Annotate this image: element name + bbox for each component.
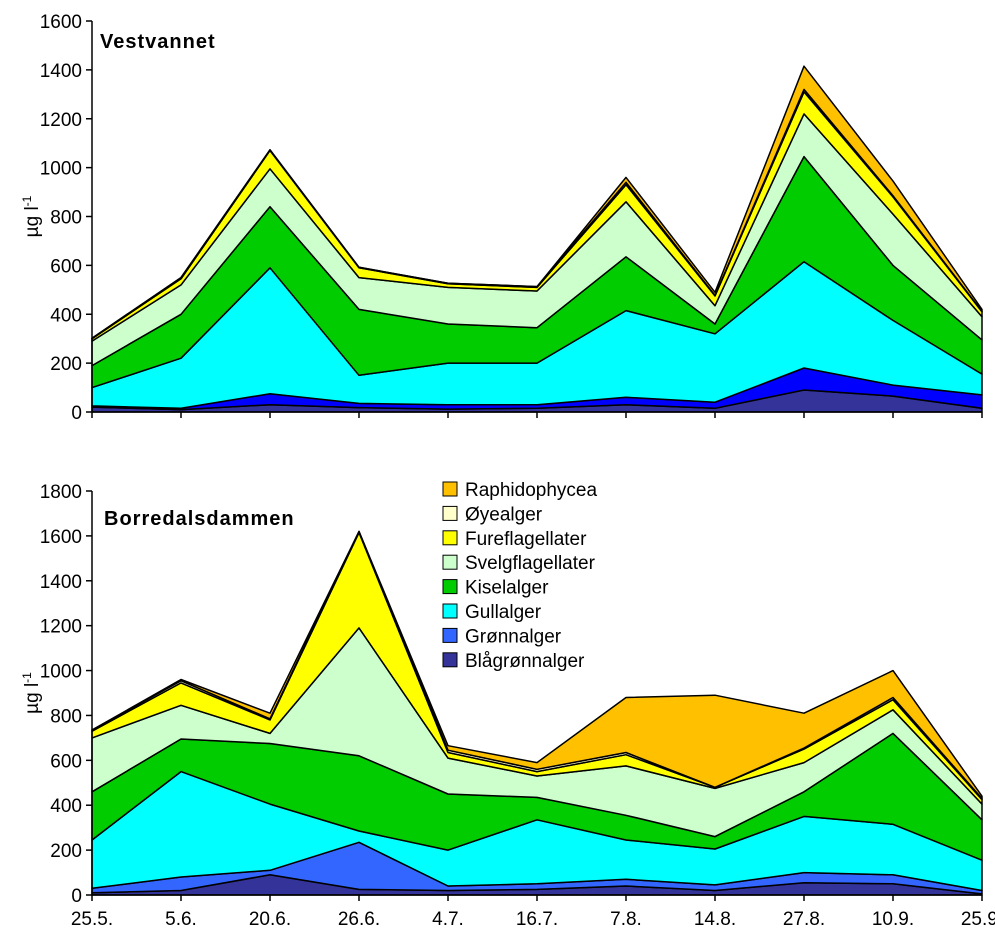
x-tick-label: 25.5.: [71, 909, 113, 930]
x-tick-label: 20.6.: [249, 909, 291, 930]
y-axis-label: µg l-1: [20, 195, 43, 237]
legend-swatch: [442, 481, 458, 497]
y-tick-label: 0: [71, 886, 82, 907]
legend-label: Gullalger: [465, 602, 542, 623]
chart-title: Borredalsdammen: [104, 508, 295, 530]
legend-swatch: [442, 603, 458, 619]
area-raphidophycea: [91, 65, 983, 339]
legend: Raphidophycea Øyealger Fureflagellater Svel…: [442, 480, 597, 672]
legend-label: Grønnalger: [465, 626, 562, 647]
y-tick-label: 800: [50, 706, 82, 727]
x-tick-label: 7.8.: [610, 909, 642, 930]
y-tick-label: 200: [50, 354, 82, 375]
x-tick-label: 26.6.: [338, 909, 380, 930]
legend-swatch: [442, 554, 458, 570]
x-tick-label: 27.8.: [783, 909, 825, 930]
x-tick-label: 4.7.: [432, 909, 464, 930]
y-tick-label: 1600: [40, 527, 82, 548]
legend-label: Raphidophycea: [465, 480, 597, 501]
legend-swatch: [442, 652, 458, 668]
y-tick-label: 1000: [40, 662, 82, 683]
y-tick-label: 200: [50, 841, 82, 862]
legend-swatch: [442, 579, 458, 595]
legend-swatch: [442, 627, 458, 643]
y-tick-label: 1000: [40, 159, 82, 180]
legend-label: Øyealger: [465, 504, 543, 525]
legend-swatch: [442, 530, 458, 546]
chart-panel-1: 0 200 400 600 800 1000 1200 1400 1600 1800 25.5. 5.…: [20, 480, 995, 930]
y-tick-label: 1400: [40, 61, 82, 82]
chart-title: Vestvannet: [100, 31, 216, 53]
x-tick-label: 5.6.: [165, 909, 197, 930]
y-tick-label: 800: [50, 208, 82, 229]
x-tick-label: 14.8.: [694, 909, 736, 930]
y-tick-label: 400: [50, 796, 82, 817]
chart-panel-0: 0 200 400 600 800 1000 1200 1400 1600 Vestvannet µ…: [20, 12, 983, 424]
y-tick-label: 600: [50, 751, 82, 772]
area-raphidophycea: [91, 530, 983, 800]
x-tick-label: 25.9.: [961, 909, 995, 930]
x-tick-label: 16.7.: [516, 909, 558, 930]
y-tick-label: 1400: [40, 572, 82, 593]
legend-label: Fureflagellater: [465, 529, 587, 550]
y-tick-label: 1200: [40, 110, 82, 131]
legend-label: Blågrønnalger: [465, 651, 585, 672]
legend-label: Svelgflagellater: [465, 553, 596, 574]
y-axis-label-superscript: -1: [20, 195, 34, 206]
legend-swatch: [442, 505, 458, 521]
y-axis-label-superscript: -1: [20, 672, 34, 683]
x-tick-label: 10.9.: [872, 909, 914, 930]
y-tick-label: 0: [71, 403, 82, 424]
y-tick-label: 1600: [40, 12, 82, 33]
legend-label: Kiselalger: [465, 578, 549, 599]
y-tick-label: 400: [50, 305, 82, 326]
y-tick-label: 1200: [40, 617, 82, 638]
y-tick-label: 1800: [40, 482, 82, 503]
y-tick-label: 600: [50, 256, 82, 277]
